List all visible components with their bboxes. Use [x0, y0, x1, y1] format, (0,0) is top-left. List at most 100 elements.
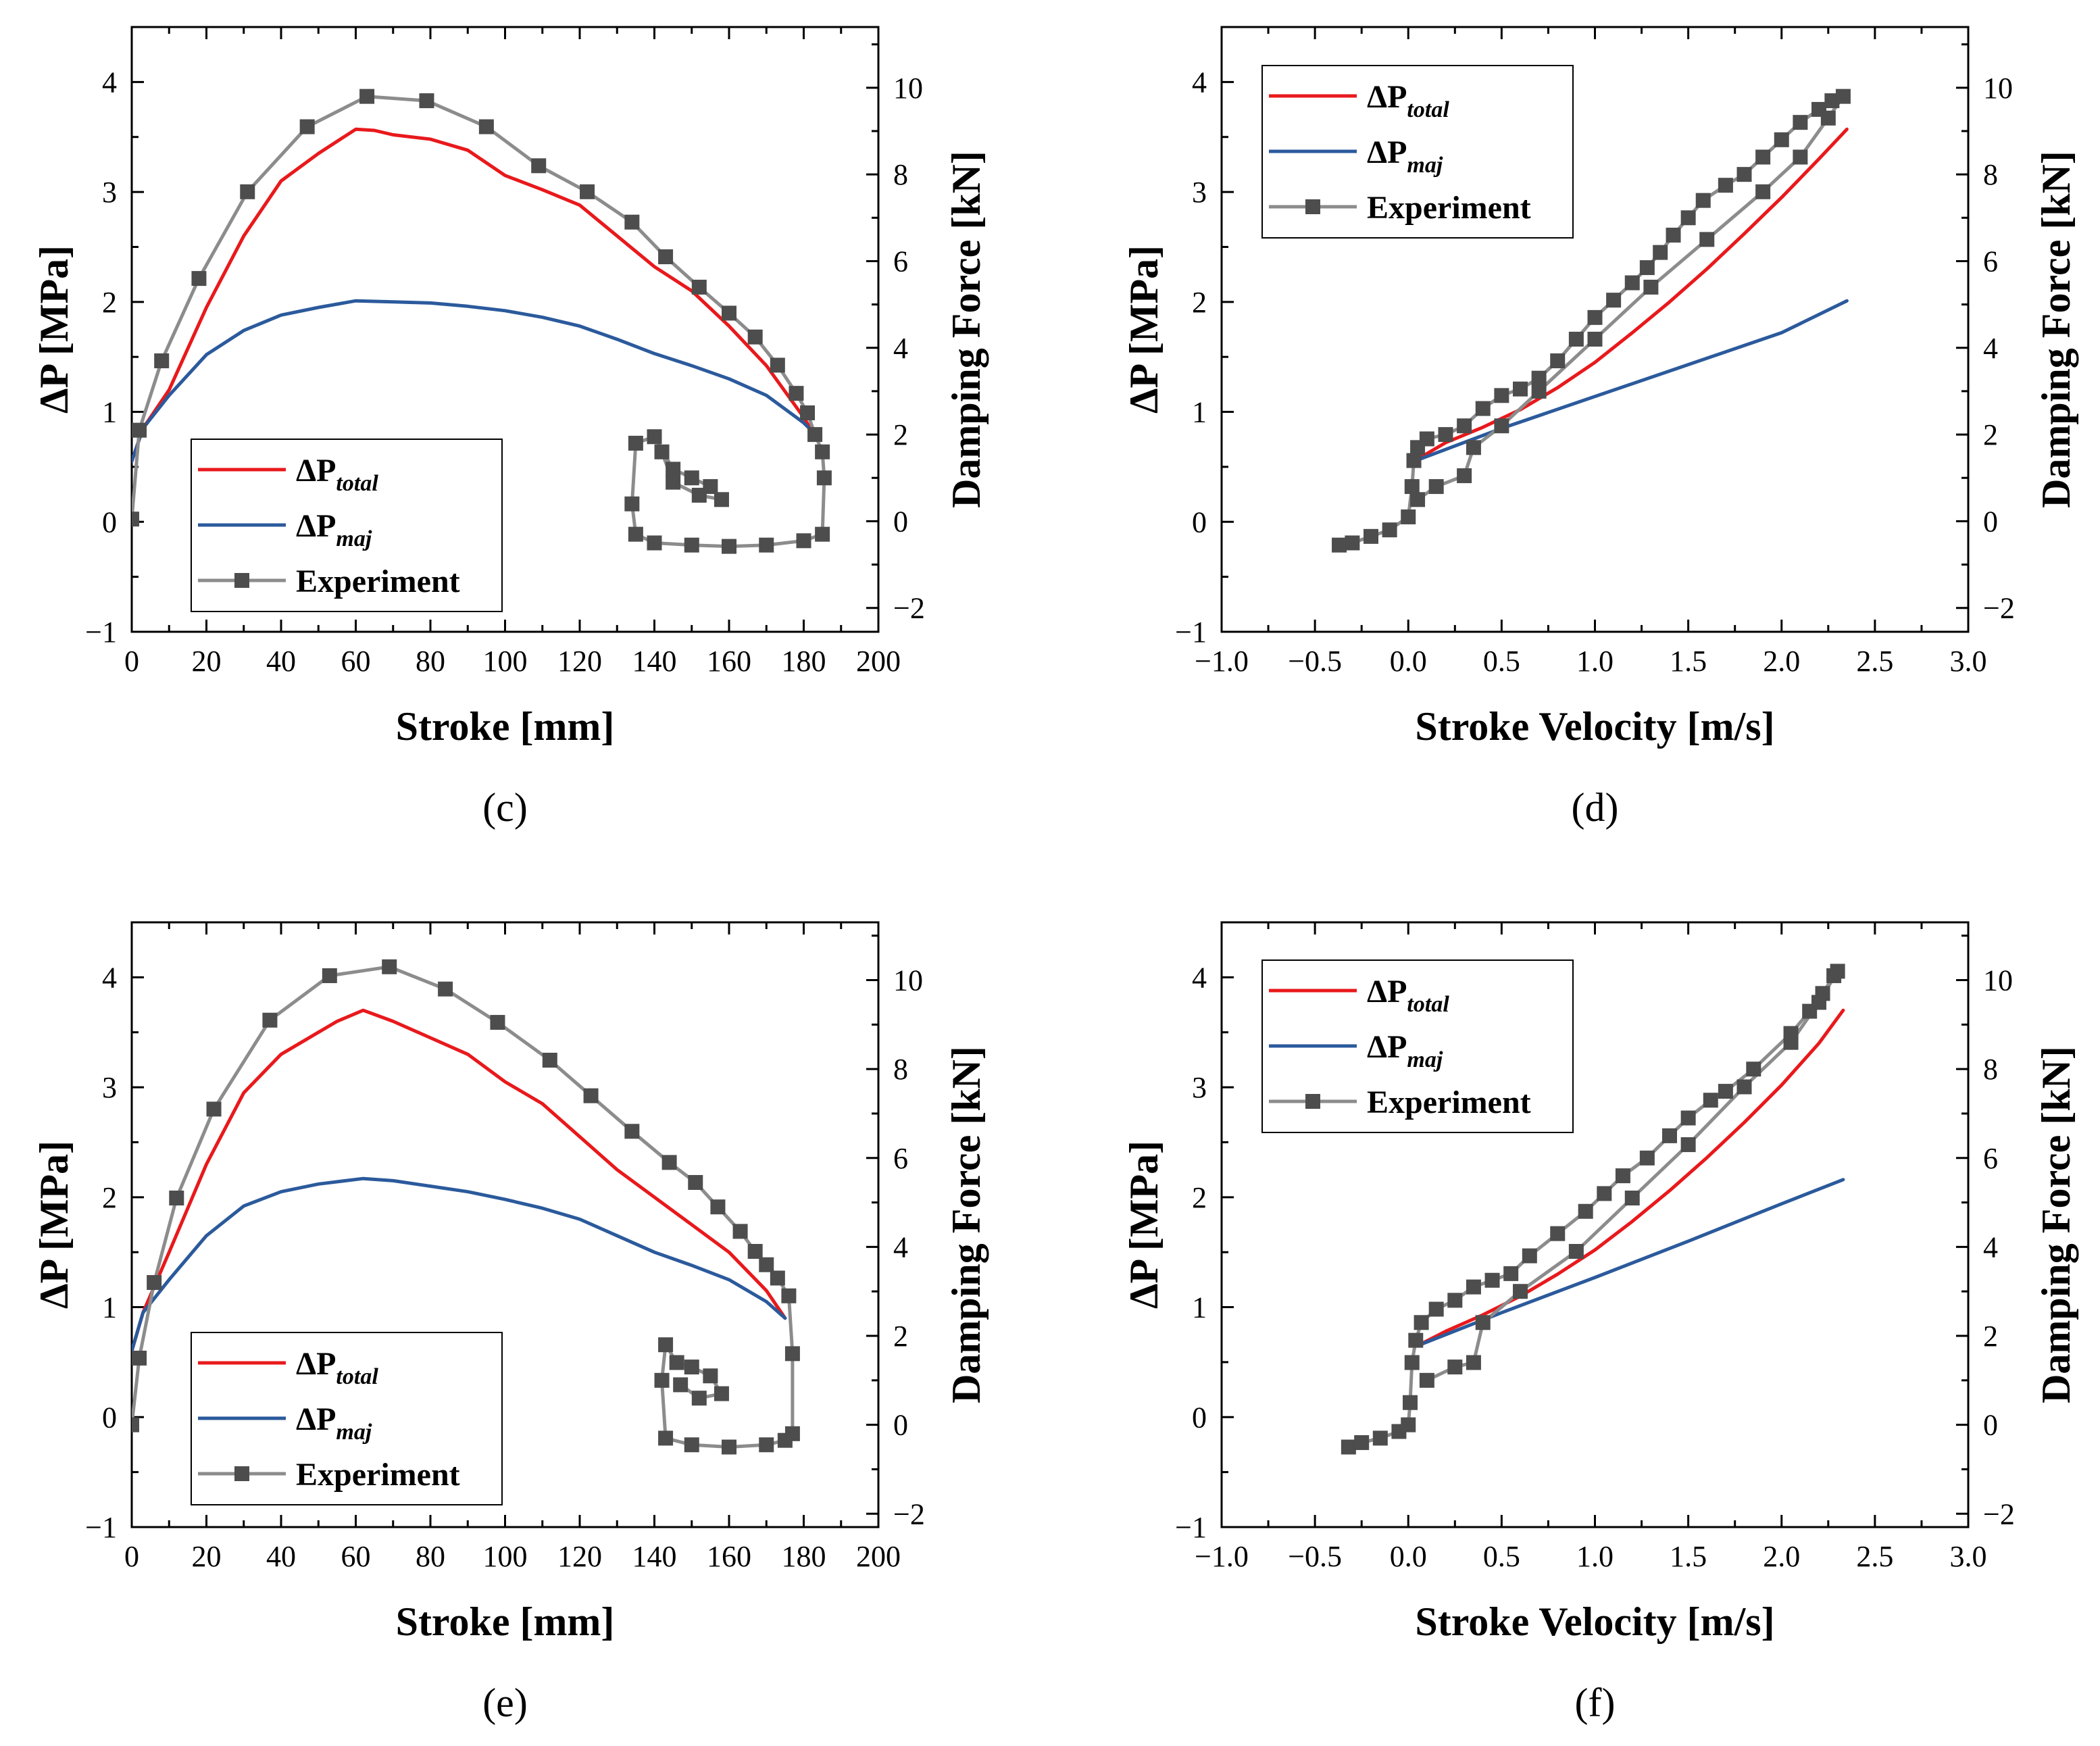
series-line-total	[1412, 127, 1849, 464]
experiment-marker	[1447, 1293, 1463, 1308]
experiment-marker	[800, 405, 816, 421]
experiment-marker	[1550, 1226, 1566, 1241]
experiment-marker	[1666, 227, 1681, 243]
panel-caption: (f)	[1575, 1680, 1616, 1725]
y2-tick-label: 6	[1983, 1142, 1998, 1175]
y-axis-title: ΔP [MPa]	[1122, 245, 1166, 414]
y2-tick-label: −2	[893, 592, 925, 625]
experiment-marker	[583, 1088, 599, 1103]
experiment-marker	[628, 435, 643, 451]
x-axis-title: Stroke Velocity [m/s]	[1415, 1599, 1774, 1644]
x-tick-label: −0.5	[1288, 1540, 1342, 1573]
y2-tick-label: 4	[1983, 332, 1998, 365]
experiment-marker	[154, 353, 170, 369]
y2-tick-label: 10	[1983, 72, 2013, 105]
experiment-marker	[628, 526, 643, 542]
experiment-marker	[322, 968, 337, 983]
experiment-marker	[1382, 522, 1397, 538]
experiment-marker	[669, 1355, 684, 1370]
experiment-marker	[1341, 1439, 1356, 1455]
x-tick-label: 120	[557, 645, 602, 678]
y-tick-label: 4	[1192, 961, 1207, 994]
experiment-marker	[1774, 132, 1789, 147]
y2-tick-label: 4	[1983, 1230, 1998, 1264]
x-tick-label: 60	[341, 1540, 371, 1573]
series-group	[132, 89, 832, 554]
experiment-marker	[1419, 431, 1434, 447]
experiment-marker	[1578, 1203, 1593, 1219]
legend-label-subscript: total	[336, 471, 378, 496]
x-axis-title: Stroke [mm]	[396, 1599, 615, 1644]
y-tick-label: −1	[85, 1511, 117, 1544]
y-tick-label: 0	[1192, 1401, 1207, 1434]
series-line-total	[1416, 1008, 1845, 1347]
experiment-marker	[490, 1015, 505, 1030]
experiment-marker	[299, 119, 315, 134]
experiment-marker	[691, 487, 707, 503]
experiment-marker	[262, 1012, 278, 1028]
y2-tick-label: 6	[893, 245, 908, 278]
experiment-marker	[132, 422, 147, 438]
legend-label-main: ΔP	[1367, 1029, 1407, 1065]
experiment-marker	[1624, 1191, 1640, 1206]
panel-caption: (c)	[482, 785, 528, 830]
y2-tick-label: 10	[1983, 964, 2013, 997]
y2-tick-label: 8	[893, 158, 908, 191]
y-tick-label: 3	[1192, 176, 1207, 209]
y-tick-label: 2	[102, 1181, 117, 1214]
y2-tick-label: 4	[893, 332, 908, 365]
legend-label-main: ΔP	[296, 1401, 336, 1437]
experiment-marker	[684, 1360, 699, 1375]
legend-label-subscript: maj	[336, 526, 372, 551]
x-tick-label: 180	[782, 645, 826, 678]
experiment-marker	[1755, 184, 1771, 199]
experiment-marker	[658, 249, 674, 265]
series-line-maj	[132, 299, 817, 464]
experiment-marker	[1587, 331, 1603, 347]
experiment-marker	[1793, 115, 1808, 130]
x-tick-label: 1.0	[1576, 1540, 1614, 1573]
legend-label-total: ΔPtotal	[296, 453, 378, 496]
experiment-marker	[1699, 232, 1715, 247]
experiment-marker	[624, 1124, 640, 1139]
y-tick-label: 0	[102, 505, 117, 539]
x-tick-label: 0.5	[1483, 1540, 1520, 1573]
experiment-marker	[673, 1377, 689, 1393]
x-tick-label: 200	[856, 1540, 901, 1573]
legend-label-main: Experiment	[296, 564, 460, 599]
y2-tick-label: 8	[1983, 1053, 1998, 1086]
x-tick-label: 80	[416, 1540, 445, 1573]
experiment-marker	[1811, 995, 1826, 1010]
chart-panel-f: −1.0 −0.5 0.0 0.5 1.0 1.5 2.0 2.5 3.0 −1 0 1 2 3 4 −2 0 2…	[1122, 921, 2078, 1725]
experiment-marker	[1457, 418, 1472, 434]
experiment-marker	[1522, 1248, 1537, 1264]
legend-label-total: ΔPtotal	[1367, 974, 1449, 1017]
experiment-marker	[1475, 1315, 1491, 1330]
experiment-marker	[438, 981, 453, 997]
experiment-marker	[1438, 427, 1453, 443]
experiment-marker	[658, 1337, 674, 1353]
legend-label-experiment: Experiment	[296, 564, 460, 599]
experiment-marker	[1475, 401, 1491, 416]
experiment-marker	[1332, 537, 1347, 553]
experiment-marker	[580, 184, 595, 199]
x-tick-label: −0.5	[1288, 645, 1342, 678]
legend-label-maj: ΔPmaj	[1367, 1029, 1443, 1072]
experiment-marker	[703, 1368, 718, 1384]
experiment-marker	[1428, 1301, 1444, 1317]
experiment-marker	[1531, 383, 1547, 399]
experiment-marker	[770, 1270, 785, 1286]
experiment-marker	[1494, 388, 1509, 403]
experiment-marker	[1662, 1128, 1677, 1143]
y2-tick-label: 2	[1983, 418, 1998, 451]
y-tick-label: 2	[1192, 1181, 1207, 1214]
y-tick-label: 2	[1192, 286, 1207, 319]
experiment-marker	[132, 1417, 139, 1432]
series-line-total	[132, 1008, 787, 1353]
y-axis-title: ΔP [MPa]	[32, 1141, 76, 1309]
experiment-marker	[732, 1224, 748, 1239]
x-tick-label: 0	[124, 1540, 139, 1573]
legend-label-main: ΔP	[1367, 79, 1407, 115]
experiment-marker	[703, 479, 718, 495]
experiment-marker	[1718, 178, 1733, 193]
